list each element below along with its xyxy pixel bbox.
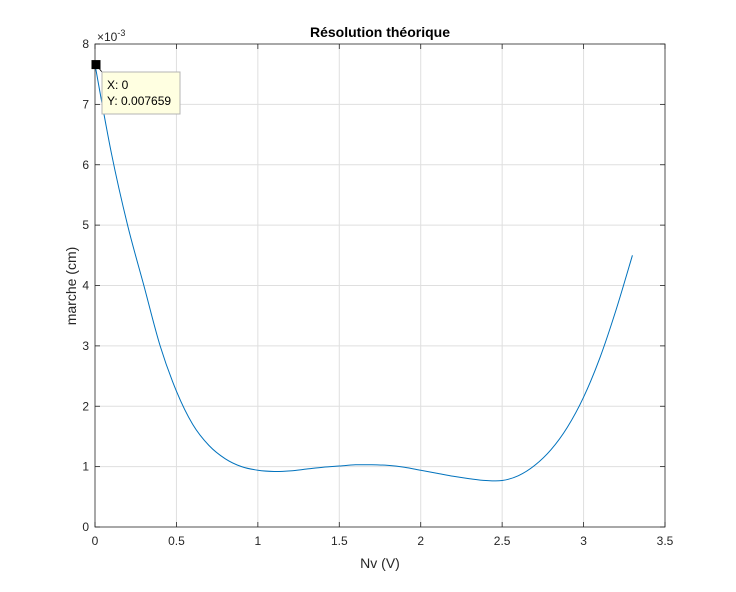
series-layer — [94, 64, 633, 482]
datatip[interactable]: X: 0 Y: 0.007659 — [91, 60, 181, 115]
y-exponent-label: ×10-3 — [97, 28, 125, 44]
x-tick-label: 1 — [255, 534, 262, 548]
y-tick-label: 4 — [82, 279, 89, 293]
y-tick-label: 0 — [82, 520, 89, 534]
tick-marks — [94, 43, 666, 528]
chart-title: Résolution théorique — [310, 24, 450, 40]
y-axis-label: marche (cm) — [63, 247, 79, 326]
x-tick-label: 2 — [417, 534, 424, 548]
y-tick-label: 7 — [82, 97, 89, 111]
y-tick-label: 3 — [82, 339, 89, 353]
datatip-y-text: Y: 0.007659 — [107, 94, 171, 108]
x-tick-label: 2.5 — [494, 534, 511, 548]
x-tick-label: 0 — [92, 534, 99, 548]
datatip-x-text: X: 0 — [107, 78, 129, 92]
y-tick-label: 1 — [82, 460, 89, 474]
datatip-box — [101, 71, 181, 115]
x-tick-label: 1.5 — [331, 534, 348, 548]
x-axis-label: Nv (V) — [360, 555, 400, 571]
x-tick-labels: 0 0.5 1 1.5 2 2.5 3 3.5 — [92, 534, 674, 548]
y-tick-label: 5 — [82, 218, 89, 232]
y-tick-label: 6 — [82, 158, 89, 172]
grid — [95, 44, 665, 527]
y-tick-labels: 0 1 2 3 4 5 6 7 8 — [82, 37, 89, 534]
y-tick-label: 2 — [82, 399, 89, 413]
x-tick-label: 0.5 — [168, 534, 185, 548]
y-tick-label: 8 — [82, 37, 89, 51]
datatip-marker[interactable] — [91, 60, 101, 70]
x-tick-label: 3 — [580, 534, 587, 548]
x-tick-label: 3.5 — [657, 534, 674, 548]
series-line — [94, 64, 633, 482]
